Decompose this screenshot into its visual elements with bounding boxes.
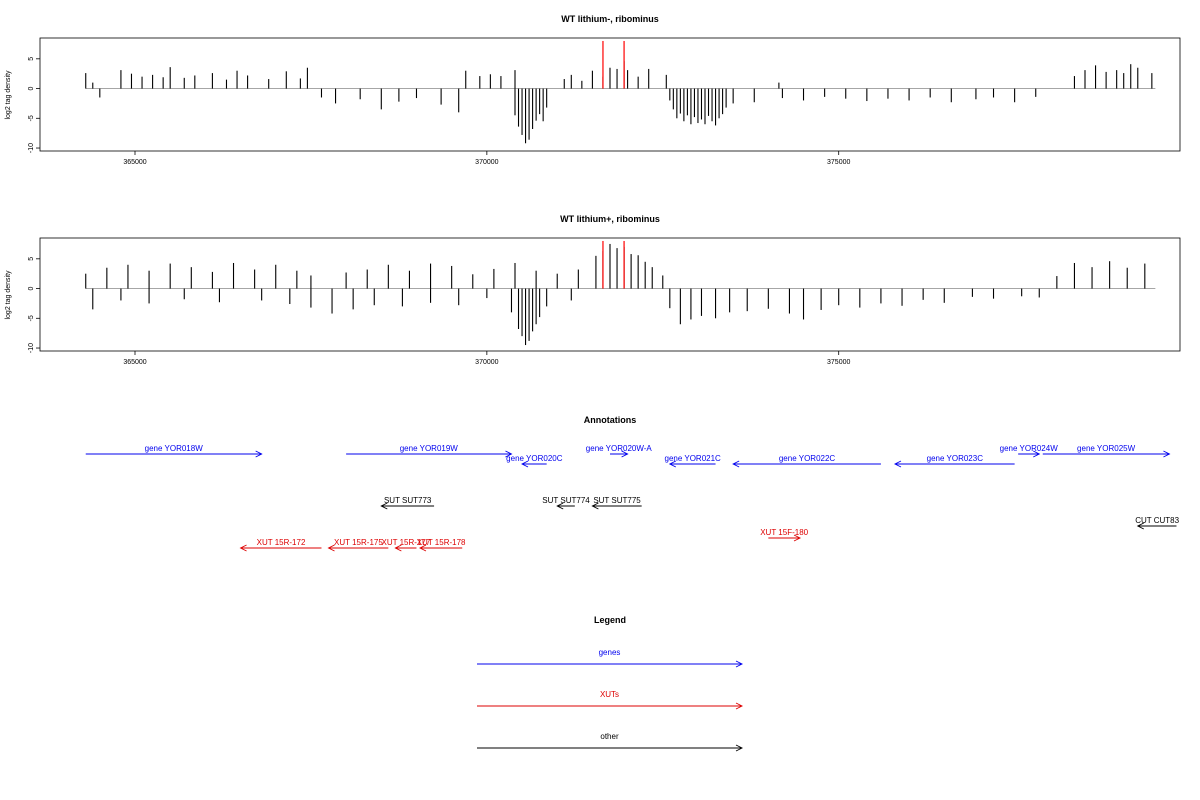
feature-label: gene YOR018W [145, 444, 204, 453]
arrow-head [1136, 522, 1144, 530]
y-tick-label: -10 [28, 143, 35, 153]
annotation-feature: XUT 15F-180 [760, 528, 809, 542]
annotation-feature: SUT SUT773 [380, 496, 435, 510]
annotations-track: Annotations gene YOR018W gene YOR019W gene… [85, 415, 1180, 552]
feature-label: gene YOR025W [1077, 444, 1136, 453]
y-axis-label: log2 tag density [5, 270, 12, 320]
feature-label: gene YOR020W-A [586, 444, 653, 453]
annotation-feature: gene YOR019W [346, 444, 513, 458]
x-tick-label: 370000 [475, 359, 498, 366]
feature-label: SUT SUT775 [593, 496, 641, 505]
x-tick-label: 375000 [827, 159, 850, 166]
annotation-feature: SUT SUT775 [591, 496, 642, 510]
x-tick-label: 370000 [475, 159, 498, 166]
feature-label: XUT 15R-175 [334, 538, 383, 547]
annotation-feature: gene YOR022C [732, 454, 881, 468]
legend-title: Legend [594, 615, 626, 625]
legend-item: XUTs [477, 690, 744, 710]
y-tick-label: 0 [28, 287, 35, 291]
feature-label: SUT SUT773 [384, 496, 432, 505]
arrow-head [591, 502, 599, 510]
y-tick-label: 0 [28, 87, 35, 91]
arrow-head [1033, 450, 1041, 458]
annotation-feature: gene YOR025W [1042, 444, 1171, 458]
x-tick-label: 365000 [123, 159, 146, 166]
panel-lithium-minus: WT lithium-, ribominus log2 tag density … [5, 14, 1181, 166]
y-tick-label: -5 [28, 115, 35, 121]
panel-title: WT lithium+, ribominus [560, 214, 660, 224]
arrow-head [621, 450, 629, 458]
feature-label: XUT 15R-172 [257, 538, 306, 547]
y-tick-label: 5 [28, 57, 35, 61]
annotation-feature: XUT 15R-172 [239, 538, 322, 552]
feature-label: gene YOR020C [506, 454, 563, 463]
feature-label: gene YOR019W [400, 444, 459, 453]
arrow-head [556, 502, 564, 510]
y-tick-label: 5 [28, 257, 35, 261]
annotation-feature: gene YOR021C [665, 454, 722, 468]
arrow-head [418, 544, 427, 552]
plot-frame [39, 37, 1181, 152]
arrow-head [1163, 450, 1171, 458]
arrow-head [793, 534, 802, 542]
legend-label: other [600, 732, 619, 741]
arrow-head [380, 502, 388, 510]
legend-item: genes [477, 648, 744, 668]
legend: Legend genes XUTs other [477, 615, 744, 752]
arrow-head [505, 450, 513, 458]
annotation-feature: gene YOR024W [1000, 444, 1059, 458]
annotation-feature: XUT 15R-175 [327, 538, 389, 552]
legend-item: other [477, 732, 744, 752]
arrow-head [893, 460, 902, 468]
annotations-title: Annotations [584, 415, 637, 425]
legend-label: genes [599, 648, 621, 657]
legend-label: XUTs [600, 690, 619, 699]
x-tick-label: 365000 [123, 359, 146, 366]
y-tick-label: -10 [28, 343, 35, 353]
arrow-head [735, 660, 744, 668]
panel-lithium-plus: WT lithium+, ribominus log2 tag density … [5, 214, 1181, 366]
arrow-head [239, 544, 247, 552]
annotation-feature: XUT 15R-178 [417, 538, 466, 552]
feature-label: gene YOR021C [665, 454, 722, 463]
annotation-feature: XUT 15R-177 [382, 538, 431, 552]
arrow-head [521, 460, 529, 468]
plot-frame [39, 237, 1181, 352]
feature-label: gene YOR024W [1000, 444, 1059, 453]
arrow-head [732, 460, 740, 468]
x-tick-label: 375000 [827, 359, 850, 366]
feature-label: gene YOR022C [779, 454, 836, 463]
arrow-head [255, 450, 263, 458]
feature-label: SUT SUT774 [542, 496, 590, 505]
y-tick-label: -5 [28, 315, 35, 321]
feature-label: XUT 15F-180 [760, 528, 808, 537]
annotation-feature: SUT SUT774 [542, 496, 590, 510]
y-axis-label: log2 tag density [5, 70, 12, 120]
panel-title: WT lithium-, ribominus [561, 14, 659, 24]
arrow-head [394, 544, 402, 552]
annotation-feature: gene YOR023C [893, 454, 1015, 468]
annotation-feature: gene YOR020C [506, 454, 563, 468]
feature-label: XUT 15R-178 [417, 538, 466, 547]
arrow-head [327, 544, 335, 552]
arrow-head [735, 702, 744, 710]
annotation-feature: gene YOR018W [85, 444, 263, 458]
annotation-feature: CUT CUT83 [1135, 516, 1180, 530]
feature-label: gene YOR023C [927, 454, 984, 463]
feature-label: XUT 15R-177 [382, 538, 431, 547]
arrow-head [668, 460, 677, 468]
arrow-head [735, 744, 744, 752]
feature-label: CUT CUT83 [1135, 516, 1179, 525]
annotation-feature: gene YOR020W-A [586, 444, 653, 458]
